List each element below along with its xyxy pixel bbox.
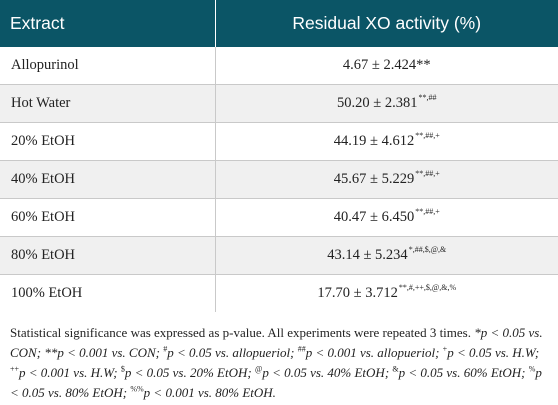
footnote-item: &p < 0.05 vs. 60% EtOH; <box>392 365 525 380</box>
residual-activity-cell: 45.67 ± 5.229**,##,+ <box>214 160 558 199</box>
footnote-item: *p < 0.05 vs. CON; <box>10 325 543 360</box>
footnote-symbol: # <box>163 344 168 354</box>
residual-activity-cell: 43.14 ± 5.234*,##,$,@,& <box>214 236 558 275</box>
significance-marks: **,##,+ <box>415 207 440 216</box>
residual-activity-cell: 40.47 ± 6.450**,##,+ <box>214 198 558 237</box>
table-row: Allopurinol 4.67 ± 2.424** <box>0 47 558 85</box>
footnote-text: p < 0.001 vs. allopueriol; <box>305 345 440 360</box>
table-body: Allopurinol 4.67 ± 2.424** Hot Water 50.20 … <box>0 47 558 312</box>
header-extract: Extract <box>10 13 65 33</box>
footnote-item: %p < 0.05 vs. 80% EtOH; <box>10 365 542 400</box>
footnote-item: **p < 0.001 vs. CON; <box>44 345 160 360</box>
activity-value: 17.70 ± 3.712 <box>317 285 398 301</box>
footnote-symbol: @ <box>254 364 263 374</box>
footnote-item: ##p < 0.001 vs. allopueriol; <box>298 345 440 360</box>
significance-marks: **,##,+ <box>415 131 440 140</box>
footnote-symbol: + <box>442 344 448 354</box>
table-footnote: Statistical significance was expressed a… <box>10 323 552 403</box>
footnote-text: p < 0.001 vs. 80% EtOH. <box>143 385 276 400</box>
residual-activity-cell: 44.19 ± 4.612**,##,+ <box>214 122 558 161</box>
footnote-symbol: % <box>528 364 536 374</box>
activity-value: 50.20 ± 2.381 <box>337 95 418 111</box>
footnote-lead: Statistical significance was expressed a… <box>10 325 471 340</box>
extract-name-cell: 40% EtOH <box>0 160 215 199</box>
footnote-symbol: & <box>392 364 399 374</box>
footnote-symbol: ++ <box>10 364 20 374</box>
footnote-text: p < 0.05 vs. 80% EtOH; <box>10 365 542 400</box>
footnote-item: $p < 0.05 vs. 20% EtOH; <box>121 365 252 380</box>
footnote-text: *p < 0.05 vs. CON; <box>10 325 543 360</box>
footnote-symbol: ## <box>297 344 306 354</box>
extract-name-cell: 80% EtOH <box>0 236 215 275</box>
activity-value: 45.67 ± 5.229 <box>333 171 415 187</box>
footnote-text: p < 0.05 vs. 60% EtOH; <box>398 365 526 380</box>
residual-activity-cell: 50.20 ± 2.381**,## <box>214 84 558 123</box>
footnote-symbol: $ <box>120 364 125 374</box>
significance-marks: **,#,++,$,@,&,% <box>398 283 457 292</box>
table-row: Hot Water 50.20 ± 2.381**,## <box>0 84 558 123</box>
footnote-item: +p < 0.05 vs. H.W; <box>443 345 540 360</box>
footnote-significance-list: *p < 0.05 vs. CON; **p < 0.001 vs. CON; … <box>10 325 543 400</box>
footnote-text: p < 0.05 vs. H.W; <box>447 345 540 360</box>
header-residual-xo-activity: Residual XO activity (%) <box>214 0 558 47</box>
table-row: 100% EtOH 17.70 ± 3.712**,#,++,$,@,&,% <box>0 274 558 312</box>
footnote-text: **p < 0.001 vs. CON; <box>44 345 160 360</box>
footnote-item: @p < 0.05 vs. 40% EtOH; <box>255 365 389 380</box>
activity-value: 43.14 ± 5.234 <box>327 247 408 263</box>
footnote-item: ++p < 0.001 vs. H.W; <box>10 365 118 380</box>
significance-marks: **,## <box>418 93 437 102</box>
residual-activity-cell: 17.70 ± 3.712**,#,++,$,@,&,% <box>214 274 558 312</box>
extract-name-cell: 100% EtOH <box>11 285 83 301</box>
table-row: 20% EtOH 44.19 ± 4.612**,##,+ <box>0 122 558 161</box>
table-row: 80% EtOH 43.14 ± 5.234*,##,$,@,& <box>0 236 558 275</box>
extract-name-cell: 60% EtOH <box>0 198 215 237</box>
results-table: Extract Residual XO activity (%) Allopur… <box>0 0 558 312</box>
table-row: 60% EtOH 40.47 ± 6.450**,##,+ <box>0 198 558 237</box>
footnote-symbol: %% <box>130 384 144 394</box>
activity-value: 40.47 ± 6.450 <box>333 209 415 225</box>
footnote-text: p < 0.05 vs. allopueriol; <box>167 345 295 360</box>
extract-name-cell: 20% EtOH <box>0 122 215 161</box>
footnote-item: %%p < 0.001 vs. 80% EtOH. <box>130 385 276 400</box>
footnote-item: #p < 0.05 vs. allopueriol; <box>163 345 294 360</box>
activity-value: 4.67 ± 2.424** <box>342 57 431 73</box>
significance-marks: **,##,+ <box>415 169 440 178</box>
footnote-text: p < 0.001 vs. H.W; <box>19 365 118 380</box>
residual-activity-cell: 4.67 ± 2.424** <box>214 47 558 85</box>
extract-name-cell: Hot Water <box>0 84 215 123</box>
activity-value: 44.19 ± 4.612 <box>333 133 415 149</box>
significance-marks: *,##,$,@,& <box>408 245 447 254</box>
footnote-text: p < 0.05 vs. 40% EtOH; <box>262 365 390 380</box>
header-row: Extract Residual XO activity (%) <box>0 0 558 47</box>
table-row: 40% EtOH 45.67 ± 5.229**,##,+ <box>0 160 558 199</box>
extract-name-cell: Allopurinol <box>0 47 215 85</box>
footnote-text: p < 0.05 vs. 20% EtOH; <box>124 365 252 380</box>
